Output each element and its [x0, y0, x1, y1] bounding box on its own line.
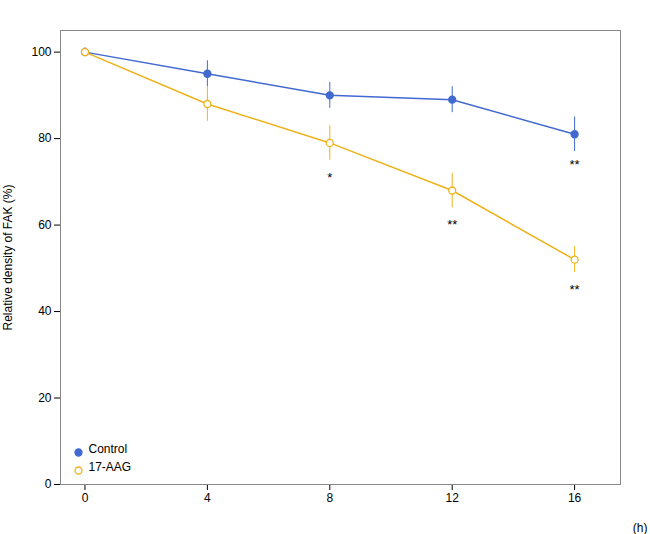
svg-text:4: 4 — [204, 491, 211, 505]
svg-text:100: 100 — [31, 45, 51, 59]
svg-text:Relative density of FAK (%): Relative density of FAK (%) — [1, 184, 15, 330]
svg-text:**: ** — [570, 157, 580, 172]
svg-text:60: 60 — [38, 218, 52, 232]
svg-text:**: ** — [447, 217, 457, 232]
svg-text:0: 0 — [45, 477, 52, 491]
svg-text:0: 0 — [82, 491, 89, 505]
svg-text:16: 16 — [568, 491, 582, 505]
svg-text:12: 12 — [446, 491, 460, 505]
svg-text:*: * — [327, 170, 332, 185]
svg-text:40: 40 — [38, 304, 52, 318]
svg-text:8: 8 — [326, 491, 333, 505]
svg-text:80: 80 — [38, 131, 52, 145]
svg-text:(h): (h) — [633, 521, 648, 534]
svg-text:**: ** — [570, 282, 580, 297]
svg-text:20: 20 — [38, 391, 52, 405]
svg-text:17-AAG: 17-AAG — [89, 460, 132, 474]
svg-text:Control: Control — [89, 442, 128, 456]
